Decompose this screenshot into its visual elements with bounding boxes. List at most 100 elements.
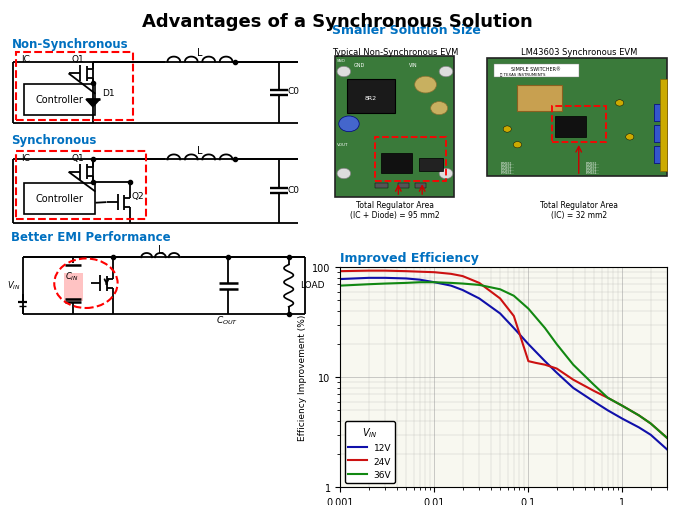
36V <box>336 283 344 289</box>
24V <box>553 366 561 372</box>
Text: $V_{IN}$: $V_{IN}$ <box>7 279 20 291</box>
12V <box>336 276 344 282</box>
36V <box>663 435 671 441</box>
Bar <box>487 59 667 177</box>
12V <box>570 385 578 391</box>
Text: VIN: VIN <box>408 63 417 68</box>
Text: 🔵 TEXAS INSTRUMENTS: 🔵 TEXAS INSTRUMENTS <box>500 72 546 76</box>
Text: Q2: Q2 <box>132 192 144 201</box>
Text: LOAD: LOAD <box>300 280 324 289</box>
Circle shape <box>431 103 448 116</box>
Bar <box>24 183 96 215</box>
Text: LFM432...: LFM432... <box>500 171 515 175</box>
24V <box>430 270 438 276</box>
Text: L: L <box>158 244 163 254</box>
Text: Q1: Q1 <box>71 55 84 64</box>
Line: 24V: 24V <box>340 271 667 438</box>
24V <box>381 268 390 274</box>
Text: Controller: Controller <box>36 194 84 204</box>
36V <box>381 281 390 287</box>
12V <box>524 341 532 347</box>
Text: LFM432...: LFM432... <box>586 165 600 169</box>
24V <box>510 314 518 320</box>
12V <box>663 447 671 453</box>
36V <box>524 306 532 312</box>
24V <box>663 435 671 441</box>
24V <box>365 268 373 274</box>
Bar <box>24 85 96 116</box>
12V <box>553 370 561 376</box>
36V <box>416 280 424 286</box>
12V <box>604 408 612 414</box>
24V <box>590 388 598 394</box>
Line: 12V: 12V <box>340 278 667 450</box>
Bar <box>661 80 667 172</box>
24V <box>336 269 344 275</box>
12V <box>475 296 483 302</box>
Text: IC: IC <box>21 55 30 64</box>
12V <box>430 280 438 286</box>
Text: LFM432...: LFM432... <box>586 171 600 175</box>
36V <box>635 413 643 419</box>
36V <box>458 281 466 287</box>
Bar <box>493 65 579 78</box>
Text: L: L <box>197 146 203 156</box>
Bar <box>398 184 408 188</box>
12V <box>496 311 504 317</box>
24V <box>570 377 578 383</box>
24V <box>496 296 504 302</box>
Bar <box>16 53 133 121</box>
Text: LFM432...: LFM432... <box>586 168 600 172</box>
36V <box>475 282 483 288</box>
Text: Smaller Solution Size: Smaller Solution Size <box>332 24 481 37</box>
24V <box>618 403 626 409</box>
Bar <box>375 137 446 182</box>
36V <box>447 280 455 286</box>
Text: LFM432...: LFM432... <box>500 165 515 169</box>
Circle shape <box>615 100 623 107</box>
Text: SIMPLE SWITCHER®: SIMPLE SWITCHER® <box>512 67 561 72</box>
24V <box>416 269 424 275</box>
Circle shape <box>337 169 350 179</box>
Bar <box>415 184 425 188</box>
Bar <box>347 80 395 114</box>
24V <box>524 359 532 365</box>
36V <box>618 403 626 409</box>
24V <box>475 280 483 286</box>
12V <box>416 277 424 283</box>
Text: LFM432...: LFM432... <box>500 168 515 172</box>
12V <box>541 359 549 365</box>
12V <box>447 283 455 289</box>
Text: Typical Non-Synchronous EVM: Typical Non-Synchronous EVM <box>332 47 458 57</box>
Circle shape <box>337 67 350 78</box>
12V <box>458 287 466 293</box>
Bar <box>375 184 388 188</box>
36V <box>604 395 612 401</box>
Legend: 12V, 24V, 36V: 12V, 24V, 36V <box>345 421 395 483</box>
Text: Total Regulator Area: Total Regulator Area <box>540 200 618 209</box>
Circle shape <box>439 67 453 78</box>
Bar <box>654 105 665 122</box>
Circle shape <box>503 127 512 133</box>
Text: Advantages of a Synchronous Solution: Advantages of a Synchronous Solution <box>142 13 532 31</box>
36V <box>553 341 561 347</box>
Text: LFM432...: LFM432... <box>500 162 515 166</box>
Text: (IC + Diode) = 95 mm2: (IC + Diode) = 95 mm2 <box>350 211 439 220</box>
36V <box>510 293 518 299</box>
Circle shape <box>439 169 453 179</box>
36V <box>496 287 504 293</box>
Bar <box>555 117 586 137</box>
Text: D1: D1 <box>102 89 115 98</box>
24V <box>402 269 410 275</box>
Bar <box>654 126 665 143</box>
Text: GND: GND <box>354 63 365 68</box>
Bar <box>381 154 412 174</box>
36V <box>570 362 578 368</box>
Text: IC: IC <box>21 154 30 163</box>
Y-axis label: Efficiency Improvement (%): Efficiency Improvement (%) <box>298 315 307 440</box>
Text: Synchronous: Synchronous <box>11 134 97 147</box>
12V <box>402 276 410 282</box>
Text: $C_{IN}$: $C_{IN}$ <box>65 270 79 282</box>
Bar <box>16 152 146 219</box>
12V <box>381 275 390 281</box>
